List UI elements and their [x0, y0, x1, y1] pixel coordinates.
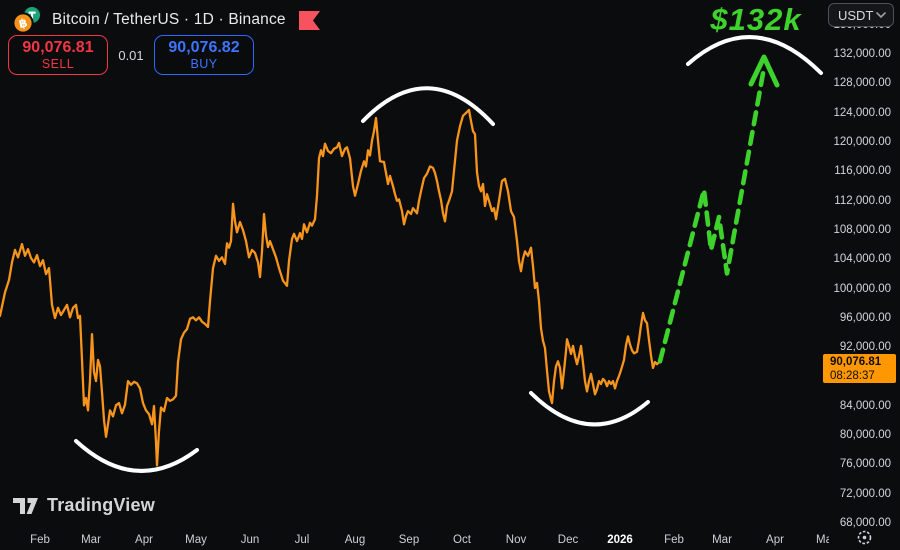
symbol-title[interactable]: Bitcoin / TetherUS · 1D · Binance: [52, 11, 286, 28]
arrow-head-icon: [748, 54, 780, 88]
svg-text:฿: ฿: [18, 16, 29, 31]
time-tick: 2026: [607, 534, 633, 546]
time-tick: Feb: [664, 534, 684, 546]
tradingview-watermark[interactable]: TradingView: [12, 495, 155, 516]
time-tick: Aug: [344, 534, 366, 546]
price-tick: 76,000.00: [839, 458, 891, 471]
last-price-badge: 90,076.81 08:28:37: [823, 354, 896, 383]
time-tick: Oct: [453, 534, 471, 546]
order-panel: 90,076.81 SELL 0.01 90,076.82 BUY: [8, 35, 254, 75]
btcusdt-price-line: [0, 108, 662, 467]
symbol-header[interactable]: ฿ Bitcoin / TetherUS · 1D · Binance: [10, 5, 321, 35]
last-price-value: 90,076.81: [830, 356, 882, 368]
time-axis[interactable]: Feb Mar Apr May Jun Jul Aug Sep Oct Nov Dec 2026 Feb…: [0, 531, 829, 550]
pair-logo-icon: ฿: [12, 7, 40, 34]
bar-countdown: 08:28:37: [830, 370, 875, 383]
price-tick: 120,000.00: [833, 135, 891, 148]
top-right-arc: [686, 35, 823, 75]
buy-price: 90,076.82: [168, 38, 240, 56]
bottom-right-arc: [529, 391, 650, 427]
sell-label: SELL: [41, 57, 75, 72]
gear-icon[interactable]: [856, 529, 873, 546]
bottom-left-arc: [74, 439, 199, 473]
price-tick: 80,000.00: [839, 429, 891, 442]
time-tick: Mar: [81, 534, 101, 546]
price-tick: 104,000.00: [833, 253, 891, 266]
time-tick: Jul: [294, 534, 310, 546]
projected-path: [657, 71, 766, 364]
price-tick: 108,000.00: [833, 223, 891, 236]
price-tick: 100,000.00: [833, 282, 891, 295]
spread-value: 0.01: [118, 47, 144, 63]
sell-price: 90,076.81: [22, 38, 94, 56]
tradingview-logo-icon: [13, 497, 38, 514]
time-tick: May: [185, 534, 207, 546]
time-tick: Feb: [30, 534, 50, 546]
tradingview-wordmark: TradingView: [47, 495, 155, 515]
time-tick: Nov: [505, 534, 527, 546]
time-tick: Apr: [135, 534, 153, 546]
flag-icon[interactable]: [298, 10, 321, 30]
price-tick: 96,000.00: [839, 311, 891, 324]
price-target-annotation: $132k: [710, 2, 802, 37]
price-tick: 132,000.00: [833, 48, 891, 60]
price-tick: 124,000.00: [833, 106, 891, 119]
price-tick: 68,000.00: [839, 517, 891, 529]
time-tick: Apr: [766, 534, 784, 546]
time-tick: Mar: [712, 534, 732, 546]
buy-label: BUY: [190, 57, 218, 72]
price-tick: 92,000.00: [839, 341, 891, 354]
buy-button[interactable]: 90,076.82 BUY: [154, 35, 254, 75]
top-middle-arc: [361, 86, 495, 126]
price-tick: 112,000.00: [834, 194, 891, 207]
price-tick: 116,000.00: [834, 165, 891, 178]
time-tick: Jun: [240, 534, 260, 546]
time-tick: Dec: [557, 534, 579, 546]
sell-button[interactable]: 90,076.81 SELL: [8, 35, 108, 75]
time-tick: Sep: [398, 534, 420, 546]
price-tick: 128,000.00: [833, 77, 891, 90]
price-axis[interactable]: 136,000.00132,000.00128,000.00124,000.00…: [808, 0, 900, 530]
currency-value: USDT: [838, 7, 874, 23]
chevron-down-icon: [876, 12, 886, 18]
currency-dropdown[interactable]: USDT: [828, 3, 894, 27]
time-tick: Ma: [816, 534, 829, 546]
price-tick: 72,000.00: [839, 487, 891, 500]
price-tick: 84,000.00: [839, 399, 891, 412]
